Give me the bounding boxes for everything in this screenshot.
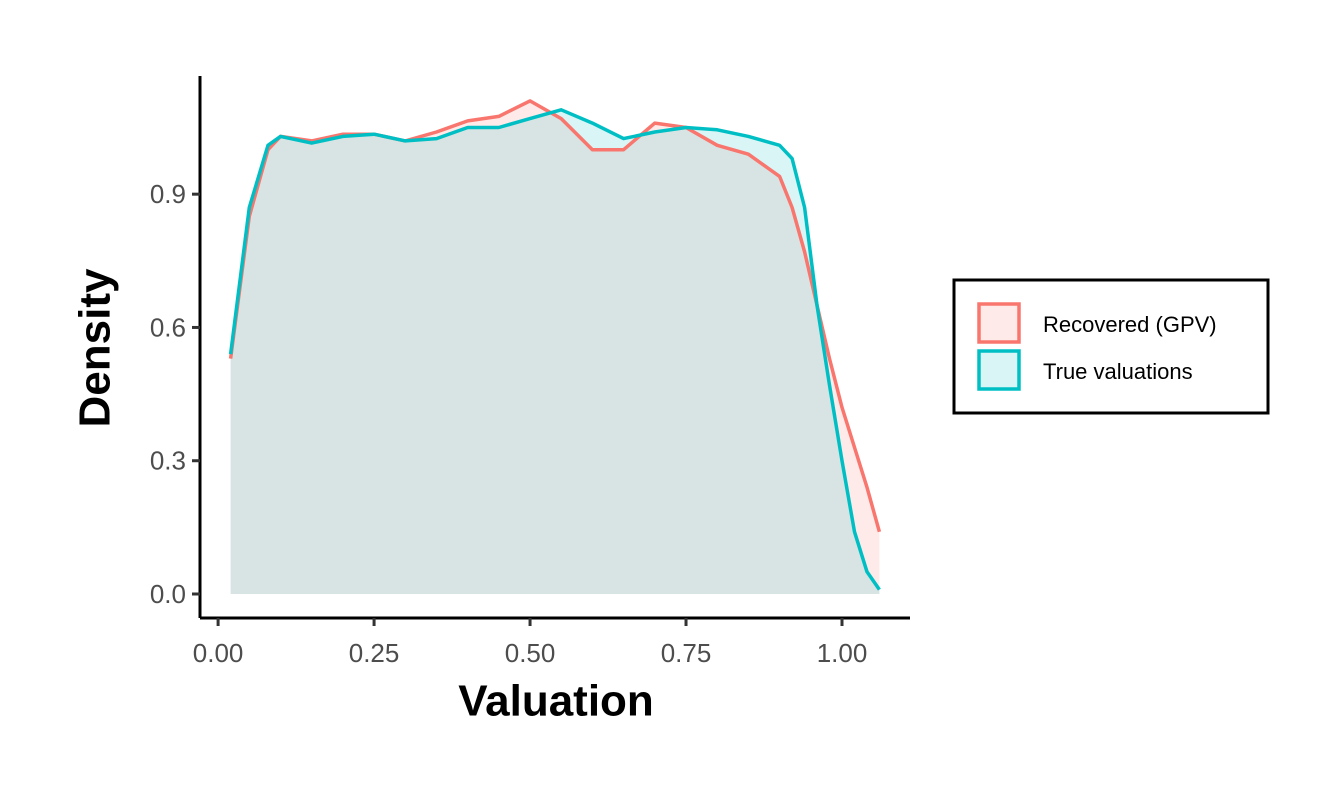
line (228, 108, 881, 591)
legend-label: Recovered (GPV) (1043, 312, 1217, 337)
x-tick-label: 0.25 (349, 638, 400, 668)
area (230, 100, 880, 595)
x-tick-label: 0.00 (193, 638, 244, 668)
y-tick-label: 0.3 (150, 446, 186, 476)
x-tick-label: 0.50 (505, 638, 556, 668)
x-tick-label: 1.00 (817, 638, 868, 668)
x-tick-label: 0.75 (661, 638, 712, 668)
legend-box (952, 278, 1270, 415)
y-tick-label: 0.0 (150, 579, 186, 609)
y-axis-title: Density (71, 268, 120, 427)
legend-key (977, 302, 1021, 344)
y-tick-label: 0.6 (150, 312, 186, 342)
x-axis-title: Valuation (458, 677, 654, 726)
line (228, 99, 882, 533)
y-tick-label: 0.9 (150, 179, 186, 209)
area (230, 109, 880, 595)
legend-key (977, 349, 1021, 391)
legend-label: True valuations (1043, 359, 1193, 384)
